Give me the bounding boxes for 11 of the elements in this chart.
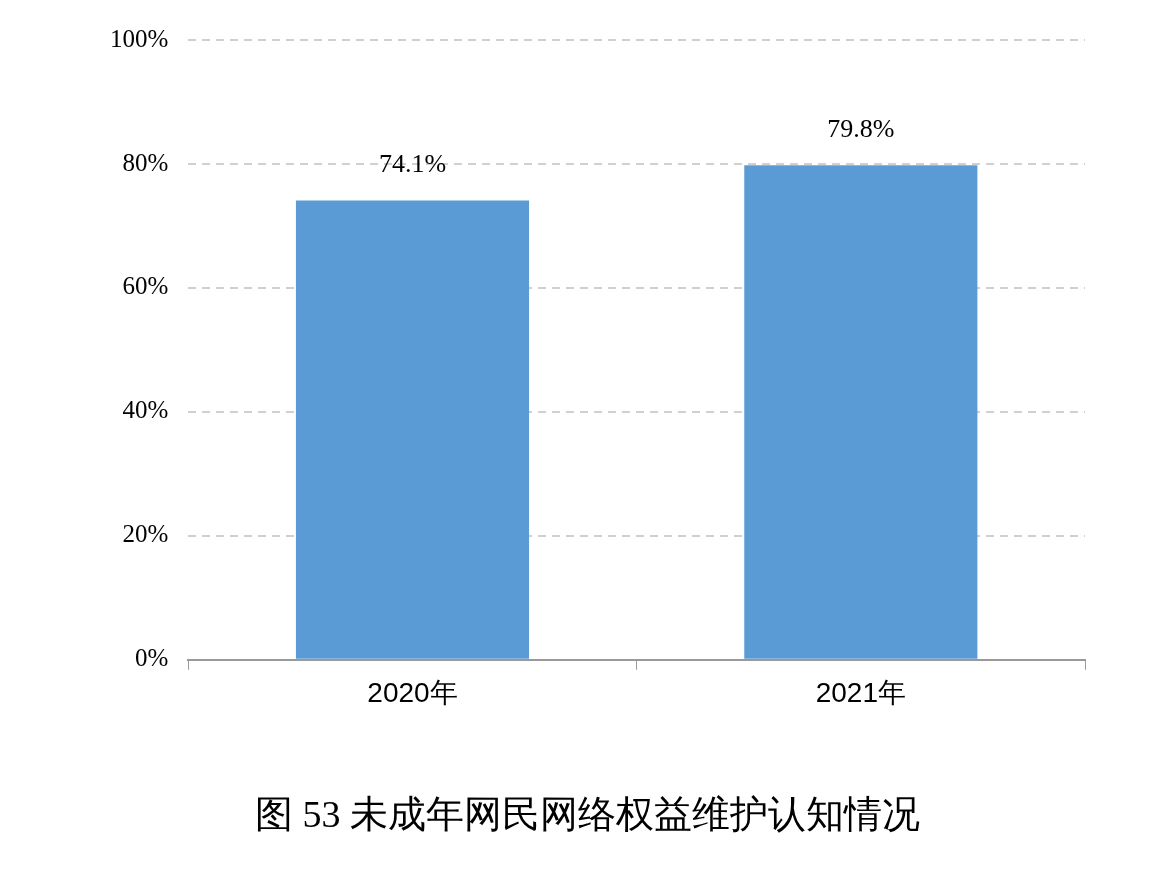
y-tick-label: 80% xyxy=(122,148,169,176)
y-tick-label: 100% xyxy=(110,24,169,52)
y-tick-label: 0% xyxy=(135,644,169,672)
y-tick-label: 60% xyxy=(122,272,169,300)
data-label: 74.1% xyxy=(378,149,447,179)
x-tick-label: 2020年 xyxy=(367,677,458,709)
y-tick-label: 40% xyxy=(122,396,169,424)
data-label: 79.8% xyxy=(827,114,895,144)
text: 图 53 未成年网民网络权益维护认知情况 xyxy=(255,793,920,836)
x-tick-label: 2021年 xyxy=(815,677,906,709)
y-tick-label: 20% xyxy=(122,520,169,548)
